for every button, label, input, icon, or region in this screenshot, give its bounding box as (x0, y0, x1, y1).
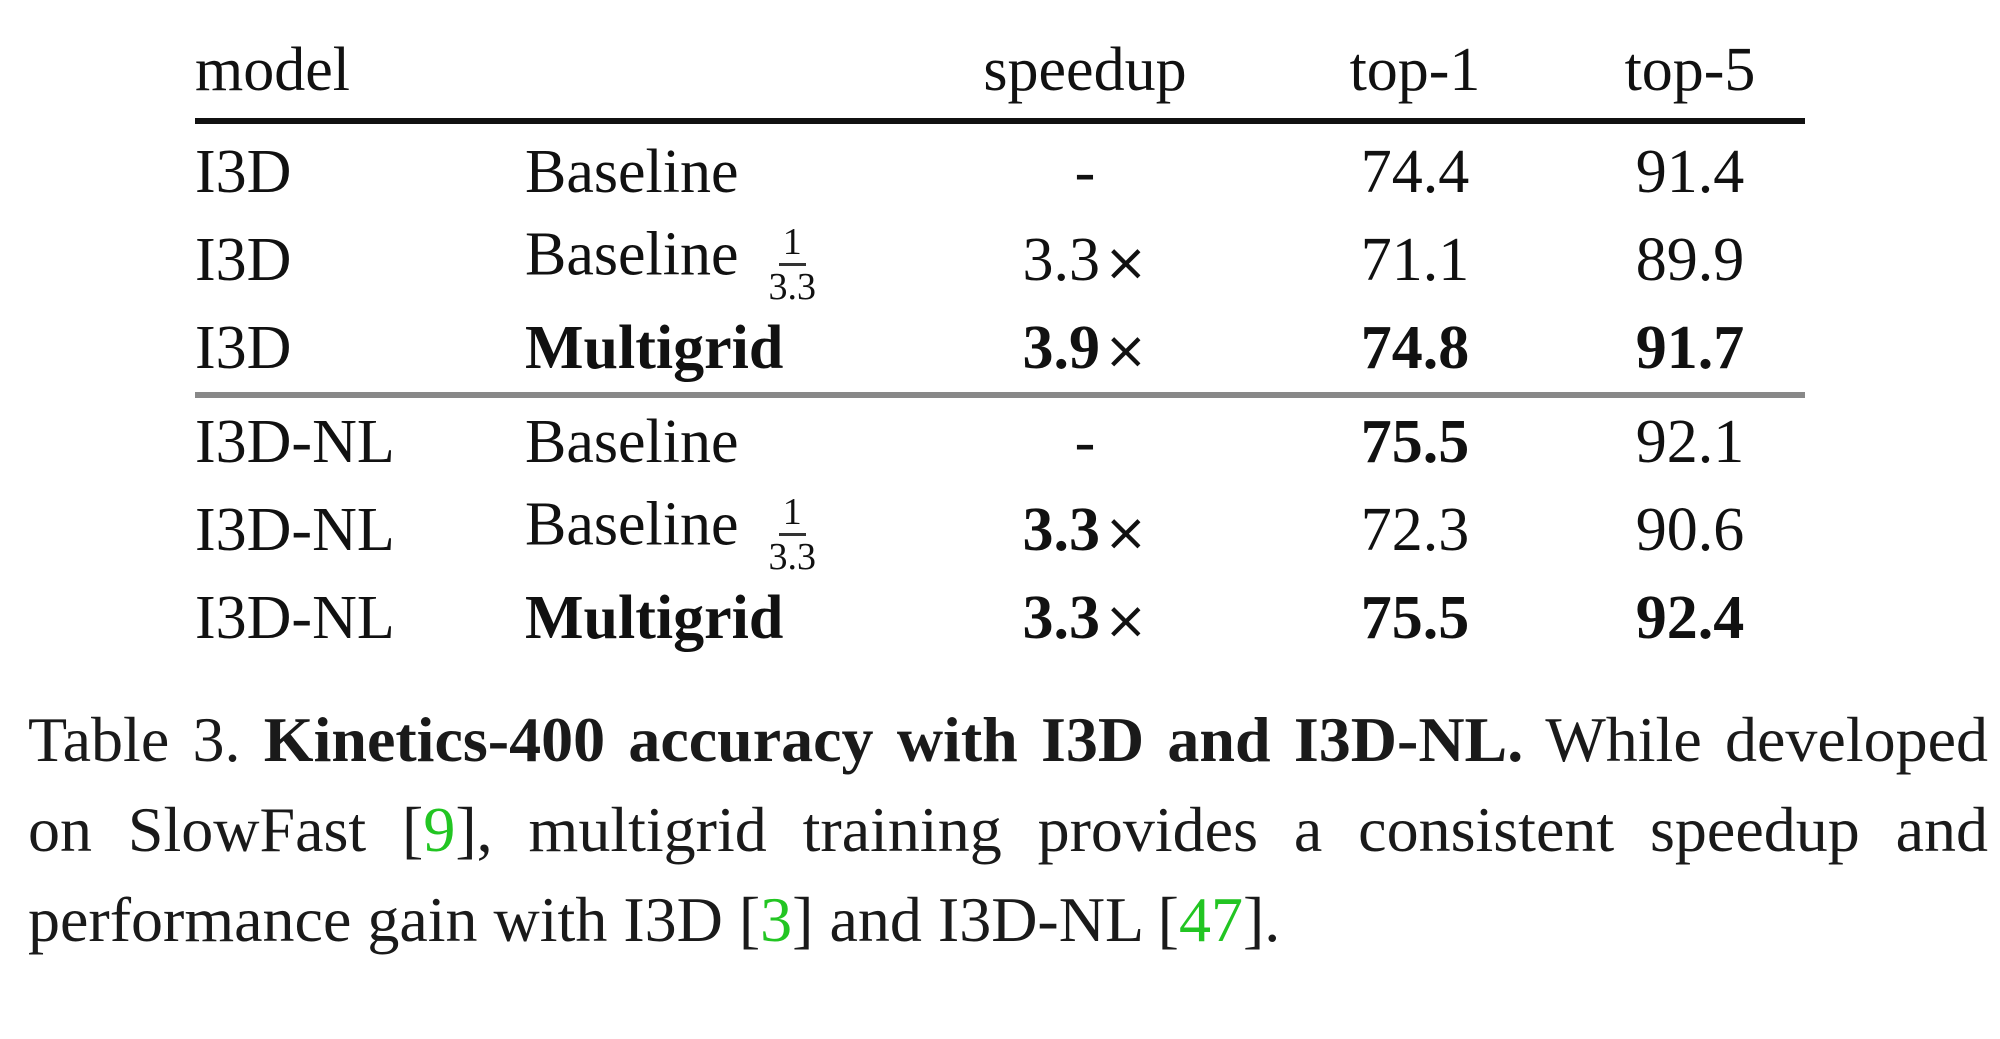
cell-model: I3D-NL (195, 408, 395, 476)
cell-top5: 92.1 (1635, 408, 1745, 476)
table-row: I3D-NL Baseline 1 3.3 3.3× 72.3 90.6 (195, 486, 1805, 576)
cell-top1: 75.5 (1360, 584, 1470, 652)
table-row: I3D Baseline 1 3.3 3.3× 71.1 89.9 (195, 216, 1805, 306)
table-row: I3D-NL Baseline - 75.5 92.1 (195, 395, 1805, 486)
cell-top5: 89.9 (1635, 226, 1745, 294)
cell-top1: 74.8 (1360, 314, 1470, 382)
results-table-container: model speedup top-1 top-5 I3D Baseline -… (195, 22, 1805, 662)
method-label: Baseline (525, 220, 739, 289)
fraction-numerator: 1 (778, 223, 806, 266)
cell-model: I3D (195, 226, 292, 294)
speedup-value: - (1074, 408, 1096, 476)
times-symbol: × (1103, 503, 1148, 563)
results-table: model speedup top-1 top-5 I3D Baseline -… (195, 22, 1805, 662)
caption-text: ]. (1242, 884, 1281, 955)
cell-top1: 72.3 (1360, 496, 1470, 564)
cell-method: Multigrid (525, 574, 915, 662)
cell-speedup: - (915, 395, 1255, 486)
citation-link[interactable]: 9 (423, 794, 456, 865)
speedup-value: - (1074, 138, 1096, 206)
header-model: model (195, 36, 350, 104)
cell-top5: 92.4 (1635, 584, 1745, 652)
method-label: Baseline (525, 408, 739, 476)
cell-top5: 91.4 (1635, 138, 1745, 206)
caption-title: Kinetics-400 accuracy with I3D and I3D-N… (263, 704, 1524, 775)
fraction: 1 3.3 (765, 493, 821, 576)
cell-top5: 91.7 (1635, 314, 1745, 382)
cell-model: I3D-NL (195, 584, 395, 652)
times-symbol: × (1103, 321, 1148, 381)
header-top5: top-5 (1624, 36, 1756, 104)
citation-link[interactable]: 3 (760, 884, 793, 955)
cell-top1: 75.5 (1360, 408, 1470, 476)
cell-method: Baseline 1 3.3 (525, 486, 915, 576)
cell-method: Baseline (525, 395, 915, 486)
cell-top1: 71.1 (1360, 226, 1470, 294)
caption-text: While developed on SlowFast [ (28, 704, 1989, 865)
citation-link[interactable]: 47 (1178, 884, 1243, 955)
cell-model: I3D-NL (195, 496, 395, 564)
header-top1: top-1 (1349, 36, 1481, 104)
cell-speedup: 3.3× (915, 216, 1255, 304)
caption-text: ] and I3D-NL [ (792, 884, 1179, 955)
method-label: Multigrid (525, 314, 784, 382)
method-label: Baseline (525, 138, 739, 206)
cell-model: I3D (195, 138, 292, 206)
cell-top1: 74.4 (1360, 138, 1470, 206)
fraction-numerator: 1 (778, 493, 806, 536)
cell-speedup: - (915, 121, 1255, 216)
cell-speedup: 3.3× (915, 486, 1255, 574)
cell-method: Baseline 1 3.3 (525, 216, 915, 306)
table-row: I3D Multigrid 3.9× 74.8 91.7 (195, 304, 1805, 395)
fraction: 1 3.3 (765, 223, 821, 306)
table-caption: Table 3. Kinetics-400 accuracy with I3D … (28, 695, 1988, 965)
table-row: I3D Baseline - 74.4 91.4 (195, 121, 1805, 216)
method-label: Multigrid (525, 584, 784, 652)
cell-speedup: 3.9× (915, 304, 1255, 395)
method-label: Baseline (525, 490, 739, 559)
header-speedup: speedup (983, 36, 1187, 104)
cell-method: Multigrid (525, 304, 915, 395)
times-symbol: × (1103, 591, 1148, 651)
fraction-denominator: 3.3 (768, 265, 817, 308)
fraction-denominator: 3.3 (768, 535, 817, 578)
cell-top5: 90.6 (1635, 496, 1745, 564)
speedup-value: 3.9 (1022, 314, 1100, 382)
table-header-row: model speedup top-1 top-5 (195, 22, 1805, 121)
speedup-value: 3.3 (1022, 226, 1100, 294)
cell-speedup: 3.3× (915, 574, 1255, 662)
cell-method: Baseline (525, 121, 915, 216)
speedup-value: 3.3 (1022, 496, 1100, 564)
caption-text: ], multigrid training provides a consist… (28, 794, 1989, 955)
cell-model: I3D (195, 314, 292, 382)
speedup-value: 3.3 (1022, 584, 1100, 652)
times-symbol: × (1103, 233, 1148, 293)
header-method (525, 22, 915, 121)
table-row: I3D-NL Multigrid 3.3× 75.5 92.4 (195, 574, 1805, 662)
caption-label: Table 3. (28, 704, 241, 775)
